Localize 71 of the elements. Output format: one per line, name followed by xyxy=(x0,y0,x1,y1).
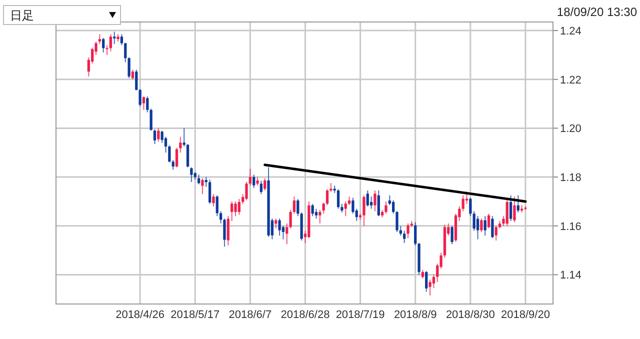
candlestick xyxy=(109,34,112,52)
candlestick xyxy=(160,130,164,144)
candlestick xyxy=(216,194,218,217)
candlestick xyxy=(264,178,266,191)
x-tick-label: 2018/9/20 xyxy=(501,309,550,321)
candlestick xyxy=(491,216,494,239)
candlestick xyxy=(487,213,490,229)
x-tick-label: 2018/6/7 xyxy=(228,309,272,321)
candlestick xyxy=(326,188,329,206)
candlestick xyxy=(344,200,347,217)
candlestick xyxy=(252,174,256,189)
candlestick xyxy=(370,196,373,210)
candlestick xyxy=(311,203,314,217)
candlestick xyxy=(230,200,234,222)
x-tick-label: 2018/4/26 xyxy=(116,309,165,321)
candlestick xyxy=(226,216,230,246)
candlestick xyxy=(113,31,116,44)
y-tick-label: 1.18 xyxy=(560,172,582,184)
candlestick xyxy=(190,166,193,182)
candlestick xyxy=(120,34,124,46)
candlestick xyxy=(480,218,483,232)
candlestick xyxy=(260,180,263,195)
candlestick xyxy=(450,225,454,245)
y-tick-label: 1.20 xyxy=(560,123,582,136)
candlestick xyxy=(384,200,388,214)
candlestick xyxy=(506,198,508,226)
candlestick xyxy=(172,159,174,170)
candlestick xyxy=(425,270,428,292)
x-tick-label: 2018/7/19 xyxy=(336,309,385,321)
candlestick xyxy=(476,216,480,240)
candlestick xyxy=(403,230,406,244)
candlestick xyxy=(472,210,476,232)
candlestick xyxy=(509,194,512,222)
candlestick xyxy=(102,37,105,54)
candlestick xyxy=(128,56,130,79)
text: 18/09/20 13:30 xyxy=(556,5,638,19)
candlestick xyxy=(212,194,215,207)
candlestick xyxy=(432,274,436,289)
y-tick-label: 1.14 xyxy=(560,270,582,282)
candlestick xyxy=(366,190,369,207)
candlestick xyxy=(208,178,212,204)
candlestick xyxy=(336,188,340,210)
candlestick xyxy=(186,144,190,168)
text: 日足 xyxy=(10,8,34,22)
candlestick xyxy=(494,225,498,242)
candlestick xyxy=(406,222,410,239)
candlestick xyxy=(484,216,486,236)
x-tick-label: 2018/8/9 xyxy=(394,309,437,321)
y-tick-label: 1.24 xyxy=(560,26,582,38)
candlestick xyxy=(469,197,472,217)
candlestick xyxy=(362,194,366,226)
y-tick-label: 1.16 xyxy=(560,220,582,233)
candlestick xyxy=(377,190,380,217)
candlestick xyxy=(314,208,318,220)
candlestick xyxy=(238,198,240,216)
candlestick xyxy=(318,210,322,224)
candlestick xyxy=(182,128,186,148)
candlestick xyxy=(142,96,146,110)
candlestick xyxy=(278,218,281,236)
candlestick xyxy=(322,202,325,214)
candlestick xyxy=(234,200,237,217)
y-tick-label: 1.22 xyxy=(560,74,582,86)
candlestick xyxy=(374,190,376,212)
candlestick xyxy=(516,194,520,213)
candlestick xyxy=(513,196,516,223)
candlestick xyxy=(201,178,204,195)
candlestick xyxy=(157,128,160,142)
x-tick-label: 2018/6/28 xyxy=(280,309,330,321)
candlestick xyxy=(131,69,134,80)
x-tick-label: 2018/5/17 xyxy=(170,309,220,321)
x-tick-label: 2018/8/30 xyxy=(446,309,495,321)
